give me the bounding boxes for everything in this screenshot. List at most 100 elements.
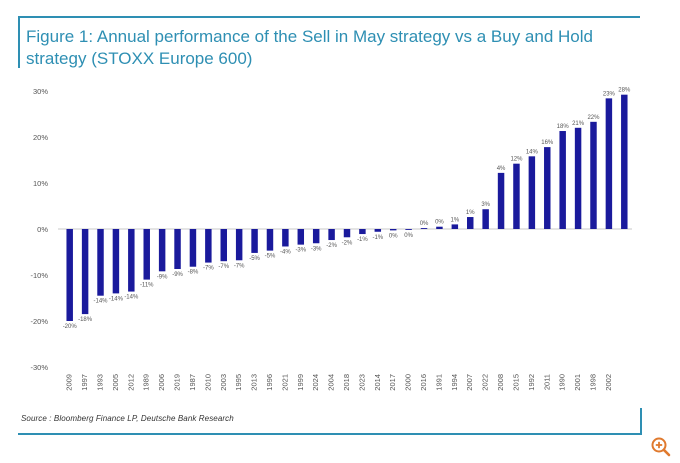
zoom-in-icon — [651, 437, 671, 457]
data-label: -5% — [249, 256, 260, 262]
bar — [436, 226, 443, 229]
data-label: 18% — [557, 124, 570, 130]
x-tick-label: 1994 — [450, 374, 459, 391]
bar — [282, 229, 289, 247]
source-note: Source : Bloomberg Finance LP, Deutsche … — [21, 414, 234, 423]
y-tick-label: 30% — [33, 87, 48, 96]
x-tick-label: 2000 — [404, 374, 413, 391]
frame-bottom-border — [18, 433, 642, 435]
x-tick-label: 1995 — [234, 374, 243, 391]
x-tick-label: 2015 — [511, 374, 520, 391]
data-label: -14% — [109, 296, 124, 302]
x-tick-label: 1989 — [142, 374, 151, 391]
data-label: -14% — [94, 299, 109, 305]
data-label: -7% — [218, 264, 229, 270]
x-tick-label: 2024 — [311, 374, 320, 391]
x-tick-label: 2004 — [327, 374, 336, 391]
bar — [621, 94, 628, 230]
x-tick-label: 2019 — [173, 374, 182, 391]
bar — [544, 147, 551, 229]
x-tick-label: 2003 — [219, 374, 228, 391]
data-label: -7% — [203, 266, 214, 272]
x-tick-label: 2021 — [280, 374, 289, 391]
x-tick-label: 2011 — [542, 374, 551, 390]
data-label: -11% — [140, 283, 154, 289]
x-tick-label: 2017 — [388, 374, 397, 391]
x-tick-label: 1993 — [96, 374, 105, 391]
bar — [528, 156, 536, 229]
data-label: 0% — [389, 233, 398, 239]
bar — [559, 131, 566, 229]
bar — [143, 229, 150, 280]
bar — [251, 229, 258, 253]
data-label: 21% — [572, 121, 585, 127]
bar — [497, 172, 505, 229]
x-tick-label: 2007 — [465, 374, 474, 391]
bar — [389, 229, 397, 231]
bar — [174, 229, 181, 270]
x-tick-label: 2012 — [126, 374, 135, 391]
x-tick-label: 1998 — [588, 374, 597, 391]
x-tick-label: 2010 — [203, 374, 212, 391]
data-label: -2% — [326, 243, 337, 249]
bar — [266, 229, 274, 251]
data-label: -18% — [78, 317, 93, 323]
frame-left-border — [18, 16, 20, 68]
x-tick-label: 2018 — [342, 374, 351, 391]
bar — [343, 229, 351, 238]
x-tick-label: 2022 — [481, 374, 490, 391]
x-tick-label: 1987 — [188, 374, 197, 391]
x-tick-label: 2001 — [573, 374, 582, 391]
data-label: 14% — [526, 149, 539, 155]
data-label: -1% — [357, 237, 368, 243]
bar — [128, 229, 135, 292]
x-tick-label: 2002 — [604, 374, 613, 391]
y-tick-label: 10% — [33, 179, 48, 188]
x-tick-label: 1999 — [296, 374, 305, 391]
data-label: -7% — [234, 263, 245, 269]
bar — [574, 127, 582, 229]
bar — [189, 229, 197, 267]
data-label: 1% — [466, 210, 475, 216]
data-label: 0% — [404, 233, 413, 239]
data-label: 22% — [587, 115, 600, 121]
x-tick-label: 2013 — [250, 374, 259, 391]
data-label: 0% — [435, 220, 444, 226]
bar — [297, 229, 305, 245]
bar — [590, 121, 597, 229]
y-tick-label: 20% — [33, 133, 48, 142]
bar — [451, 224, 459, 229]
zoom-button[interactable] — [650, 436, 672, 458]
data-label: 3% — [481, 202, 490, 208]
y-tick-label: 0% — [37, 225, 48, 234]
x-tick-label: 1997 — [80, 374, 89, 391]
x-tick-label: 2014 — [373, 374, 382, 391]
data-label: 16% — [541, 140, 554, 146]
bar — [158, 229, 166, 272]
y-tick-label: -20% — [30, 317, 48, 326]
bar — [112, 229, 120, 294]
bar — [405, 229, 412, 230]
data-label: -8% — [188, 270, 199, 276]
frame-right-border — [640, 408, 642, 435]
bar — [97, 229, 104, 296]
data-label: -3% — [311, 246, 322, 252]
bar — [81, 229, 89, 315]
data-label: -4% — [280, 249, 291, 255]
frame-top-border — [18, 16, 640, 18]
bar — [66, 229, 73, 321]
data-label: 0% — [420, 221, 429, 227]
bar — [359, 229, 366, 235]
data-label: -1% — [372, 235, 383, 241]
bar — [420, 228, 428, 229]
bar — [312, 229, 320, 244]
x-tick-label: 1990 — [558, 374, 567, 391]
bar — [328, 229, 335, 241]
bar — [482, 209, 489, 229]
bar — [220, 229, 227, 262]
x-tick-label: 2008 — [496, 374, 505, 391]
data-label: -9% — [157, 274, 168, 280]
data-label: -9% — [172, 272, 183, 278]
data-label: 12% — [510, 157, 523, 163]
